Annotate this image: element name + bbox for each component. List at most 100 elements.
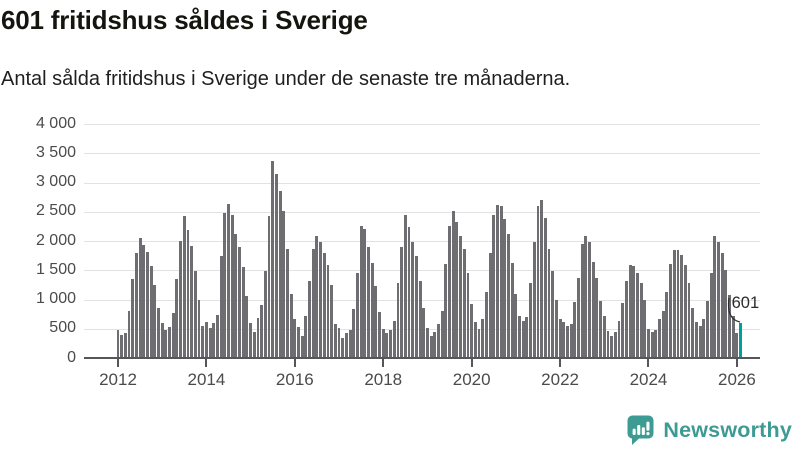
bar	[580, 243, 584, 358]
highlight-value-label: 601	[731, 293, 760, 312]
y-axis-tick-label: 4 000	[35, 114, 76, 132]
gridline	[84, 153, 760, 155]
bar	[728, 295, 731, 358]
bar	[525, 317, 529, 358]
bar	[267, 215, 271, 358]
bar	[595, 278, 599, 358]
bar	[164, 329, 168, 358]
bar	[208, 327, 212, 358]
bar	[120, 334, 124, 358]
bar	[617, 321, 621, 358]
bar	[665, 291, 669, 358]
bar	[484, 291, 488, 358]
bar	[705, 301, 709, 358]
bar	[146, 251, 149, 358]
bar	[356, 272, 359, 358]
bar	[599, 301, 603, 358]
bar	[149, 265, 153, 358]
bar	[437, 323, 440, 358]
bar	[271, 161, 275, 358]
bar	[639, 282, 643, 358]
chart-title: 601 fritidshus såldes i Sverige	[1, 5, 368, 35]
bar	[724, 269, 728, 358]
bar	[492, 215, 496, 358]
bar	[278, 191, 282, 358]
bar	[543, 218, 547, 358]
bar	[547, 248, 551, 358]
bar	[510, 263, 514, 358]
bar	[300, 335, 304, 358]
bar	[459, 236, 463, 358]
y-axis-tick-label: 2 000	[35, 231, 76, 249]
x-axis-tick-label: 2012	[99, 370, 137, 389]
bar	[735, 332, 739, 358]
gridline	[84, 211, 760, 213]
x-axis-tick	[470, 359, 473, 367]
bar	[260, 304, 264, 358]
bar	[558, 319, 562, 358]
bar	[204, 322, 208, 358]
bar	[624, 280, 628, 358]
bar	[554, 299, 558, 358]
bar	[400, 246, 404, 358]
bar	[643, 299, 647, 358]
bar	[249, 322, 253, 358]
bar	[444, 264, 448, 358]
bar	[610, 335, 614, 358]
bar	[440, 311, 444, 358]
bar	[341, 338, 345, 358]
bar	[422, 307, 426, 358]
bar	[153, 284, 157, 358]
bar	[477, 329, 481, 358]
bar	[529, 282, 533, 358]
bar	[168, 327, 172, 358]
x-axis-tick-label: 2020	[452, 370, 491, 389]
bar	[326, 265, 330, 358]
bar	[308, 281, 311, 358]
bar	[635, 272, 639, 358]
highlight-bar	[739, 322, 743, 358]
chart-subtitle: Antal sålda fritidshus i Sverige under d…	[1, 68, 571, 90]
bar	[131, 279, 135, 358]
bar	[632, 265, 636, 358]
bar	[234, 233, 238, 358]
x-axis-tick	[205, 359, 208, 367]
bar	[613, 332, 617, 358]
bar	[289, 294, 293, 358]
bar	[381, 329, 385, 358]
bar	[256, 318, 260, 358]
annotation-leader-line	[727, 297, 740, 323]
bar	[315, 236, 319, 358]
bar	[197, 299, 201, 358]
bar	[698, 325, 702, 358]
bar	[518, 315, 521, 358]
bar	[628, 265, 632, 358]
bar	[367, 247, 370, 358]
bar	[569, 323, 573, 358]
bar	[263, 270, 267, 358]
bar	[274, 173, 278, 358]
bar	[407, 226, 411, 358]
bar	[201, 325, 205, 358]
bar	[429, 335, 433, 358]
bar	[591, 262, 595, 358]
bar	[186, 230, 190, 358]
bar	[536, 205, 540, 358]
bar	[286, 249, 289, 358]
bar	[565, 325, 569, 358]
bar	[363, 228, 367, 358]
bar	[462, 248, 466, 358]
y-axis-tick-label: 1 000	[35, 290, 76, 307]
bar	[241, 267, 245, 358]
bar	[669, 264, 673, 358]
bar	[123, 332, 127, 358]
bar	[337, 328, 341, 358]
bar	[720, 253, 724, 358]
bar	[426, 328, 429, 358]
x-axis-tick-label: 2014	[187, 370, 226, 389]
bar	[252, 331, 256, 358]
bar	[532, 242, 536, 358]
newsworthy-logo: Newsworthy	[626, 414, 792, 446]
bar	[219, 255, 223, 358]
